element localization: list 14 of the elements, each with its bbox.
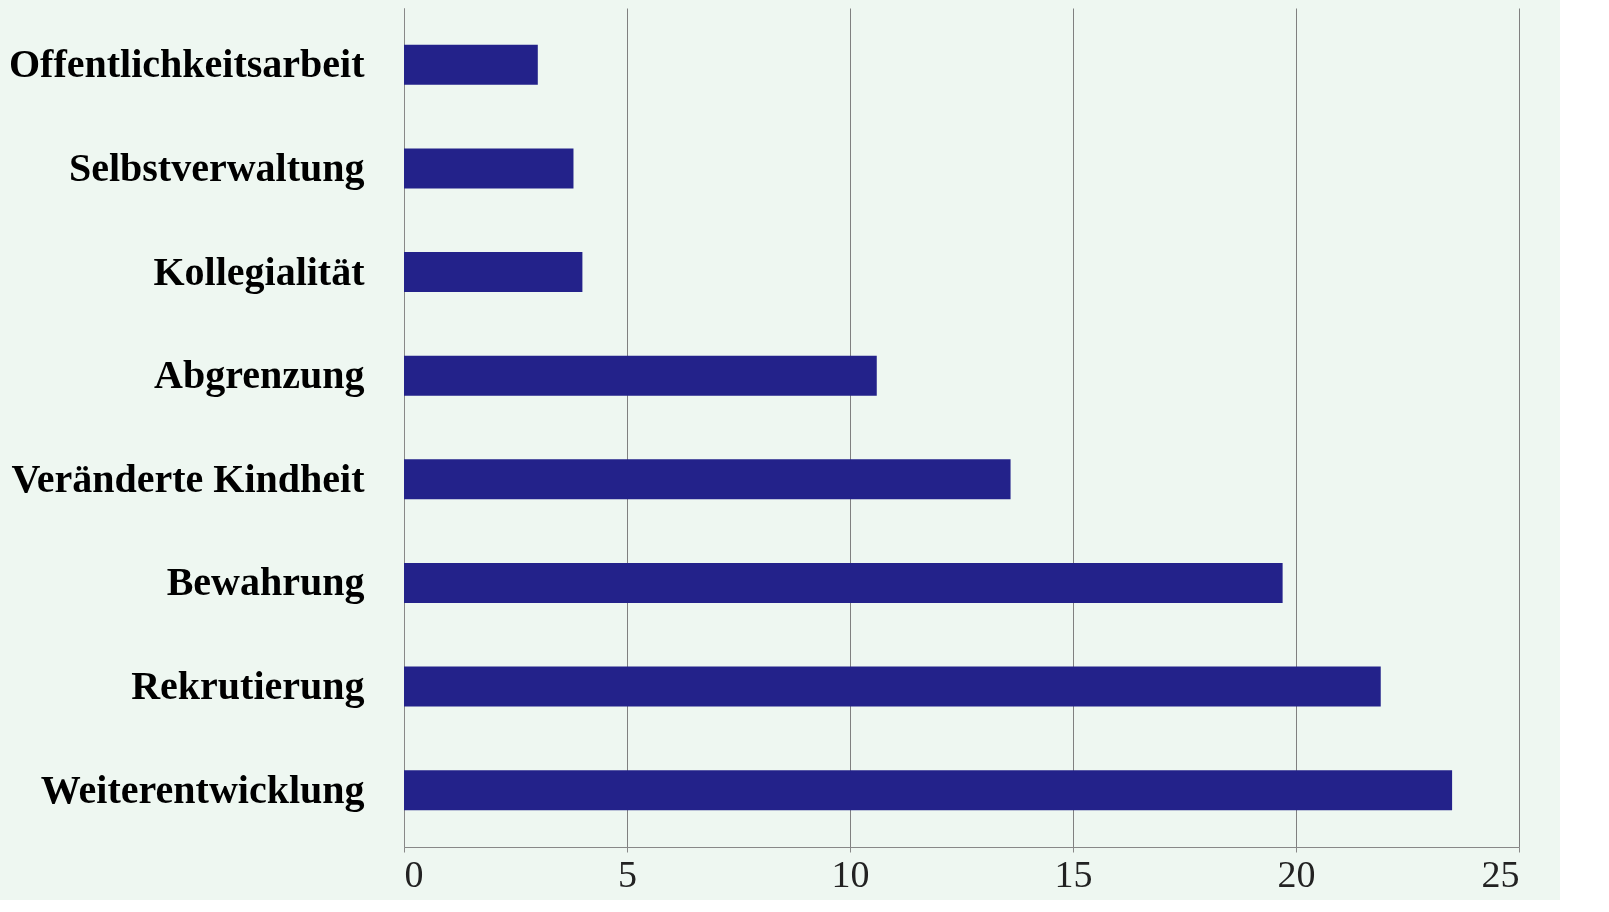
- y-tick-label: Offentlichkeitsarbeit: [9, 41, 366, 87]
- x-tick-label: 10: [831, 852, 870, 895]
- y-tick-label: Rekrutierung: [131, 663, 365, 709]
- y-tick-label: Abgrenzung: [154, 352, 365, 398]
- y-tick-label: Selbstverwaltung: [68, 144, 365, 190]
- y-tick-label: Veränderte Kindheit: [11, 455, 366, 501]
- x-tick-label: 20: [1277, 852, 1316, 895]
- y-tick-label: Kollegialität: [153, 248, 366, 294]
- y-tick-label: Weiterentwicklung: [40, 766, 365, 812]
- y-tick-label: Bewahrung: [166, 559, 365, 605]
- x-tick-label: 0: [404, 852, 424, 895]
- x-tick-label: 15: [1054, 852, 1093, 895]
- x-tick-label: 25: [1481, 852, 1520, 895]
- x-tick-label: 5: [618, 852, 637, 895]
